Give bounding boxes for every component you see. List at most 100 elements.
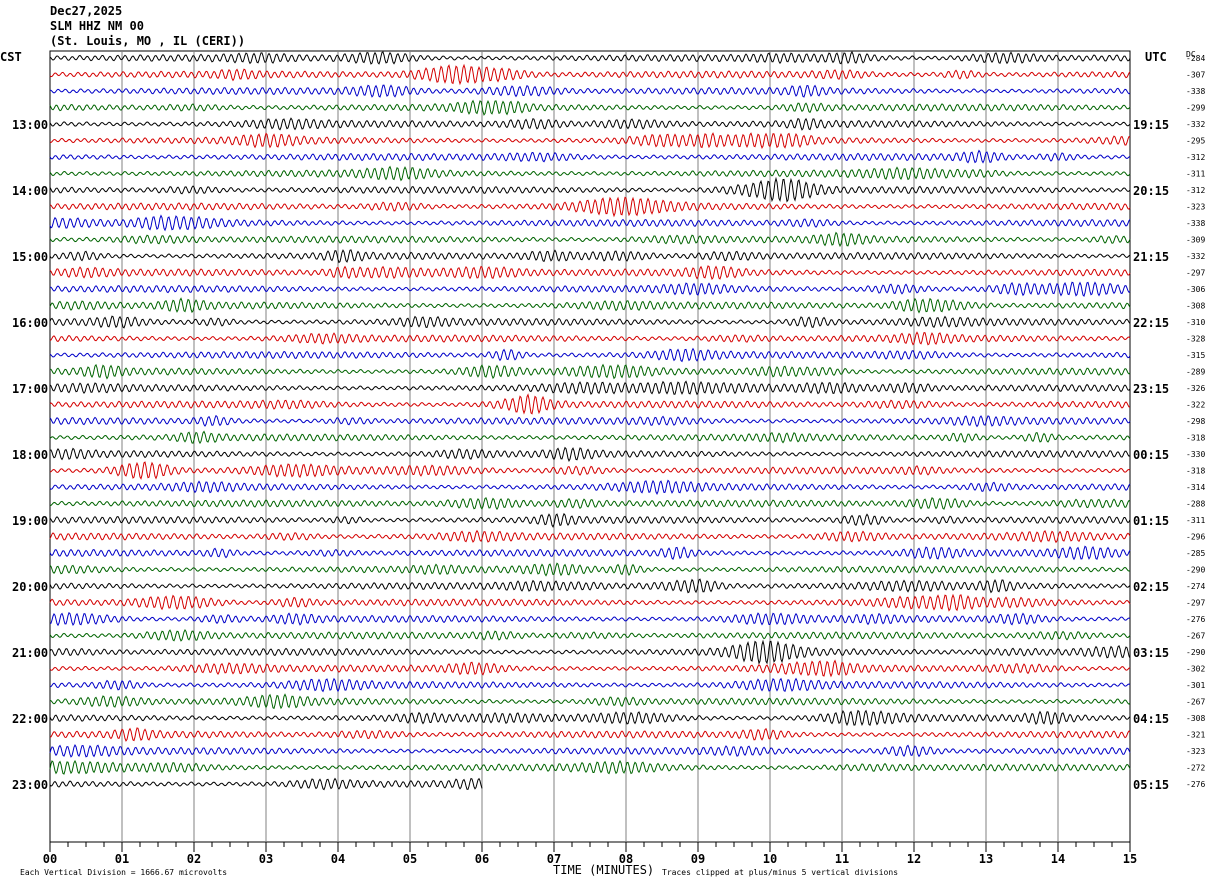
seismic-trace — [49, 281, 1131, 298]
seismic-trace — [49, 479, 1131, 495]
dc-offset-label: -306 — [1186, 285, 1205, 294]
seismic-trace — [49, 347, 1131, 363]
dc-offset-label: -289 — [1186, 368, 1205, 377]
dc-offset-label: -284 — [1186, 54, 1205, 63]
left-hour-label: 14:00 — [12, 184, 48, 198]
dc-offset-label: -288 — [1186, 500, 1205, 509]
seismic-trace — [49, 63, 1131, 86]
dc-offset-label: -290 — [1186, 648, 1205, 657]
dc-offset-label: -338 — [1186, 87, 1205, 96]
x-tick-label: 08 — [619, 852, 633, 866]
left-timezone-label: CST — [0, 50, 22, 64]
dc-offset-label: -276 — [1186, 615, 1205, 624]
dc-offset-label: -315 — [1186, 351, 1205, 360]
dc-offset-label: -285 — [1186, 549, 1205, 558]
dc-offset-label: -290 — [1186, 566, 1205, 575]
dc-offset-label: -321 — [1186, 731, 1205, 740]
seismic-trace — [49, 249, 1131, 264]
seismic-trace — [49, 529, 1131, 544]
x-tick-label: 05 — [403, 852, 417, 866]
x-tick-label: 15 — [1123, 852, 1137, 866]
left-hour-label: 20:00 — [12, 580, 48, 594]
header-date: Dec27,2025 — [50, 4, 123, 18]
axis-labels: 00 01 02 03 04 05 06 07 08 09 10 11 12 13 14 15 -284 -307… — [12, 54, 1205, 866]
dc-offset-label: -311 — [1186, 516, 1205, 525]
dc-offset-label: -338 — [1186, 219, 1205, 228]
seismic-trace — [49, 132, 1131, 149]
dc-offset-label: -326 — [1186, 384, 1205, 393]
dc-offset-label: -308 — [1186, 302, 1205, 311]
plot-grid — [49, 50, 1131, 852]
dc-offset-label: -302 — [1186, 665, 1205, 674]
dc-offset-label: -332 — [1186, 120, 1205, 129]
right-hour-label: 02:15 — [1133, 580, 1169, 594]
dc-offset-label: -267 — [1186, 632, 1205, 641]
left-hour-label: 18:00 — [12, 448, 48, 462]
right-timezone-label: UTC — [1145, 50, 1167, 64]
seismic-trace — [49, 214, 1131, 232]
dc-offset-label: -297 — [1186, 599, 1205, 608]
x-tick-label: 07 — [547, 852, 561, 866]
x-tick-label: 00 — [43, 852, 57, 866]
seismic-trace — [49, 629, 1131, 642]
seismic-trace — [49, 693, 1131, 710]
seismic-trace — [49, 231, 1131, 248]
seismic-trace — [49, 51, 1131, 65]
x-tick-label: 09 — [691, 852, 705, 866]
dc-offset-label: -330 — [1186, 450, 1205, 459]
seismic-trace — [49, 461, 1131, 480]
seismic-trace — [49, 393, 1131, 415]
dc-offset-label: -332 — [1186, 252, 1205, 261]
right-hour-label: 21:15 — [1133, 250, 1169, 264]
seismic-trace — [49, 117, 1131, 131]
left-hour-label: 19:00 — [12, 514, 48, 528]
dc-offset-label: -323 — [1186, 203, 1205, 212]
x-tick-label: 04 — [331, 852, 345, 866]
seismic-trace — [49, 659, 1131, 678]
dc-offset-label: -312 — [1186, 186, 1205, 195]
seismic-trace — [49, 380, 1131, 396]
right-hour-label: 03:15 — [1133, 646, 1169, 660]
dc-offset-label: -295 — [1186, 137, 1205, 146]
seismic-trace — [49, 315, 1131, 329]
right-hour-label: 19:15 — [1133, 118, 1169, 132]
seismic-trace — [49, 512, 1131, 528]
seismic-trace — [49, 165, 1131, 182]
right-hour-label: 05:15 — [1133, 778, 1169, 792]
dc-offset-label: -298 — [1186, 417, 1205, 426]
right-hour-label: 22:15 — [1133, 316, 1169, 330]
dc-offset-label: -311 — [1186, 170, 1205, 179]
seismic-trace — [49, 578, 1131, 594]
dc-offset-label: -307 — [1186, 71, 1205, 80]
dc-offset-label: -301 — [1186, 681, 1205, 690]
left-hour-label: 21:00 — [12, 646, 48, 660]
dc-offset-label: -310 — [1186, 318, 1205, 327]
x-tick-label: 14 — [1051, 852, 1065, 866]
left-hour-label: 17:00 — [12, 382, 48, 396]
dc-offset-label: -274 — [1186, 582, 1205, 591]
left-hour-label: 16:00 — [12, 316, 48, 330]
seismic-traces — [49, 51, 1131, 791]
right-hour-label: 01:15 — [1133, 514, 1169, 528]
seismic-trace — [49, 99, 1131, 116]
left-hour-label: 23:00 — [12, 778, 48, 792]
left-hour-label: 15:00 — [12, 250, 48, 264]
seismic-trace — [49, 363, 1131, 380]
seismic-trace — [49, 777, 483, 791]
seismic-trace — [49, 176, 1131, 203]
scale-note: Each Vertical Division = 1666.67 microvo… — [20, 868, 228, 877]
seismic-trace — [49, 545, 1131, 561]
left-hour-label: 22:00 — [12, 712, 48, 726]
plot-frame — [49, 50, 1131, 843]
dc-offset-label: -296 — [1186, 533, 1205, 542]
left-hour-label: 13:00 — [12, 118, 48, 132]
dc-offset-label: -276 — [1186, 780, 1205, 789]
dc-offset-label: -323 — [1186, 747, 1205, 756]
dc-offset-label: -322 — [1186, 401, 1205, 410]
x-tick-label: 01 — [115, 852, 129, 866]
dc-offset-label: -297 — [1186, 269, 1205, 278]
seismic-trace — [49, 430, 1131, 445]
right-hour-label: 20:15 — [1133, 184, 1169, 198]
dc-offset-label: -328 — [1186, 335, 1205, 344]
